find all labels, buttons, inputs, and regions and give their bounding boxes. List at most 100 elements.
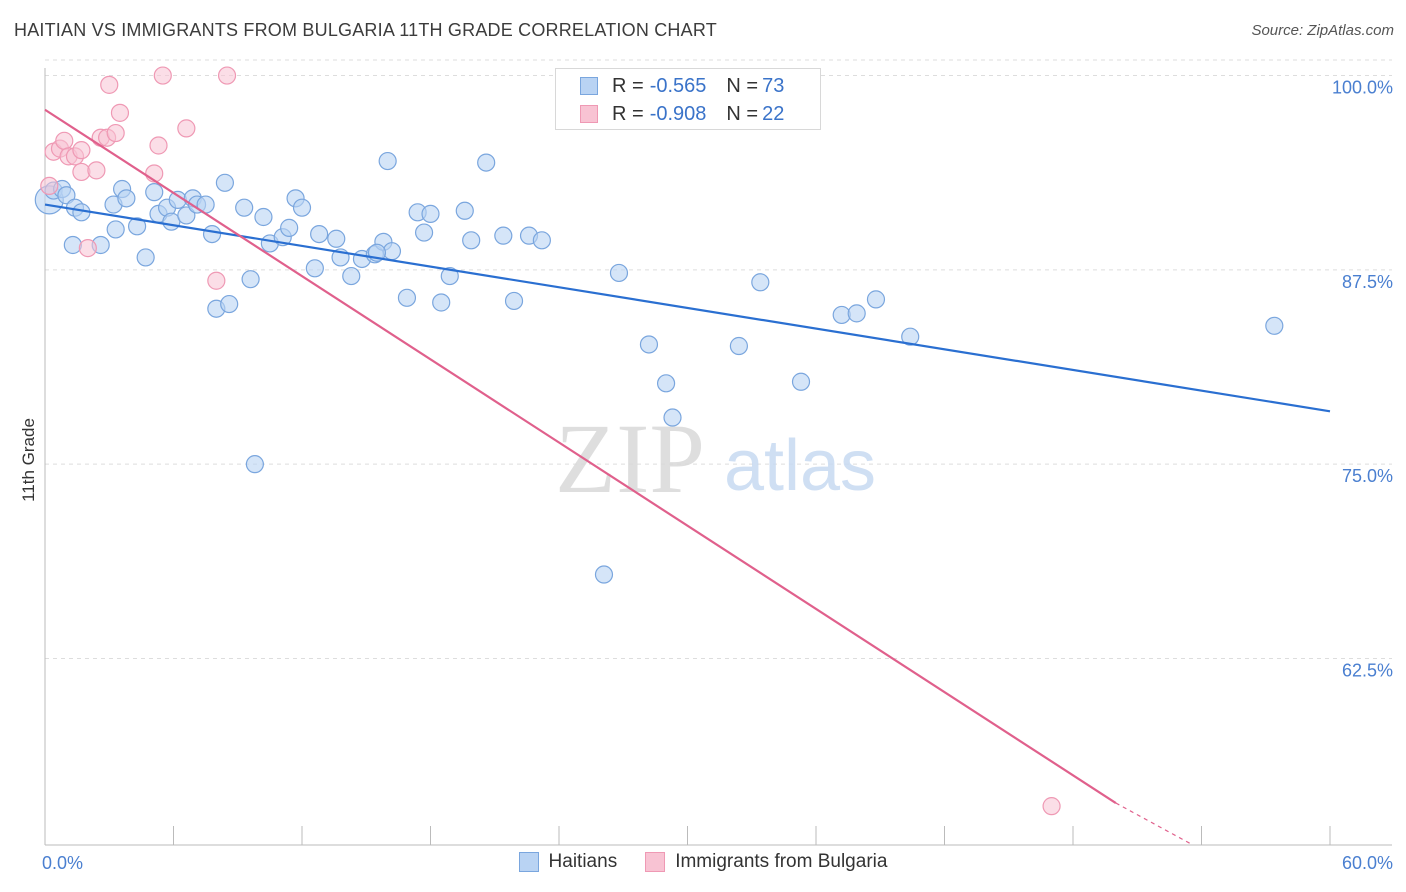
data-point-haitians [280,218,299,237]
data-point-bulgaria [40,176,59,196]
legend-n-label: N = [726,74,759,97]
data-point-bulgaria [106,123,125,143]
y-tick-label: 62.5% [1342,660,1393,680]
series-legend-swatch-bulgaria [645,852,666,872]
series-legend-label-haitians: Haitians [548,851,618,872]
stats-legend: R = -0.565 N = 73 R = -0.908 N = 22 [555,68,821,130]
data-point-haitians [901,327,920,346]
data-point-haitians [241,270,260,289]
x-tick-label: 0.0% [42,853,83,873]
data-point-haitians [462,231,481,250]
legend-n-value-haitians: 73 [762,74,785,97]
series-legend: Haitians Immigrants from Bulgaria [0,851,1406,873]
data-point-haitians [532,231,551,250]
data-point-haitians [305,259,324,278]
legend-r-value-haitians: -0.565 [649,74,707,97]
y-tick-label: 100.0% [1332,78,1393,98]
y-tick-label: 75.0% [1342,466,1393,486]
data-point-haitians [656,374,676,393]
data-point-haitians [477,153,496,172]
data-point-haitians [145,183,164,202]
data-point-haitians [1265,316,1284,335]
series-bulgaria [40,66,1061,816]
data-point-haitians [832,305,851,325]
series-haitians [34,151,1284,584]
data-point-haitians [397,288,417,307]
data-point-bulgaria [55,131,74,150]
data-point-haitians [127,217,147,236]
data-point-haitians [136,248,155,267]
y-tick-label: 87.5% [1342,272,1393,292]
grid-lines [45,59,1392,659]
data-point-haitians [245,455,264,474]
data-point-bulgaria [87,161,106,180]
watermark: ZIP atlas [555,403,876,514]
data-point-haitians [866,290,886,309]
series-legend-label-bulgaria: Immigrants from Bulgaria [675,851,888,872]
data-point-bulgaria [177,119,196,138]
tick-labels: 100.0% 87.5% 75.0% 62.5% 0.0% 60.0% [42,78,1393,873]
data-point-haitians [117,189,136,208]
data-point-bulgaria [110,103,130,122]
data-point-bulgaria [1042,797,1061,816]
data-point-bulgaria [153,66,172,85]
chart-source: Source: ZipAtlas.com [1251,22,1394,39]
data-point-bulgaria [100,75,119,94]
legend-row-haitians: R = -0.565 N = 73 [556,72,784,100]
data-point-haitians [432,293,451,312]
data-point-haitians [382,242,402,261]
legend-swatch-haitians [580,77,598,95]
data-point-haitians [254,207,273,227]
data-point-haitians [594,565,614,584]
data-point-haitians [177,206,196,225]
trend-line-bulgaria-extension [1115,802,1194,846]
data-point-haitians [847,304,866,323]
data-point-haitians [729,336,749,356]
data-point-haitians [292,198,312,217]
y-axis-label: 11th Grade [19,418,38,502]
data-point-haitians [63,235,82,255]
data-point-haitians [57,186,76,205]
trend-line-bulgaria [44,108,1117,804]
axes [44,68,1392,846]
data-point-bulgaria [72,141,91,160]
data-point-haitians [421,204,440,223]
data-point-haitians [342,266,361,286]
data-point-haitians [414,223,434,242]
chart-title: HAITIAN VS IMMIGRANTS FROM BULGARIA 11TH… [14,20,717,40]
legend-n-value-bulgaria: 22 [762,102,785,125]
legend-swatch-bulgaria [580,105,598,123]
data-point-haitians [639,335,659,354]
data-point-haitians [609,263,629,283]
data-point-haitians [106,220,125,239]
data-point-haitians [663,408,682,427]
data-point-haitians [215,173,234,192]
data-point-haitians [202,224,222,244]
series-legend-haitians: Haitians [518,851,618,873]
data-point-bulgaria [149,136,168,155]
series-legend-bulgaria: Immigrants from Bulgaria [645,851,887,873]
data-point-bulgaria [217,66,237,85]
legend-r-label: R = [612,74,644,97]
watermark-zip: ZIP [555,403,705,514]
x-tick-label: 60.0% [1342,853,1393,873]
legend-row-bulgaria: R = -0.908 N = 22 [556,100,784,128]
watermark-atlas: atlas [724,426,876,506]
data-point-haitians [494,226,513,245]
data-point-haitians [378,151,397,171]
legend-r-label: R = [612,102,644,125]
data-point-haitians [504,291,524,311]
trend-line-haitians [44,203,1331,413]
data-point-haitians [327,229,346,248]
series-legend-swatch-haitians [518,852,539,872]
data-point-haitians [455,201,474,220]
data-point-bulgaria [207,271,226,290]
data-point-bulgaria [72,162,91,182]
data-point-haitians [751,273,770,292]
data-point-haitians [310,224,329,244]
legend-n-label: N = [726,102,759,125]
data-point-haitians [220,294,239,314]
data-point-haitians [440,266,459,286]
data-point-bulgaria [78,238,97,258]
